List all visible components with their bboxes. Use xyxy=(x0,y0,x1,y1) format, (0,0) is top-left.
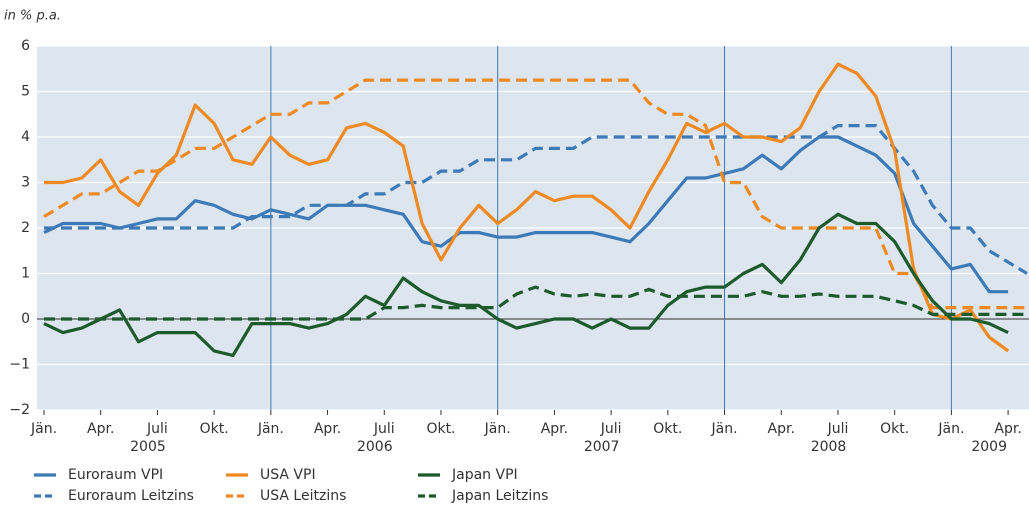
y-tick-label: 5 xyxy=(21,84,30,100)
y-tick-label: 0 xyxy=(21,311,30,327)
x-tick-label: Apr. xyxy=(314,421,341,437)
x-tick-label: Jän. xyxy=(257,421,284,437)
y-tick-label: −1 xyxy=(9,357,30,373)
x-tick-label: Apr. xyxy=(541,421,568,437)
x-tick-label: Juli xyxy=(827,421,849,437)
series-line xyxy=(44,62,1010,353)
y-tick-label: 3 xyxy=(21,175,30,191)
x-tick-label: Jän. xyxy=(711,421,738,437)
legend-label: USA VPI xyxy=(260,467,316,483)
legend-label: USA Leitzins xyxy=(260,488,346,504)
legend-label: Euroraum Leitzins xyxy=(68,488,194,504)
axis-unit: in % p.a. xyxy=(4,9,61,24)
series-line xyxy=(44,285,1027,321)
x-tick-label: Okt. xyxy=(426,421,455,437)
x-tick-label: Apr. xyxy=(994,421,1021,437)
x-tick-label: Okt. xyxy=(653,421,682,437)
series-line xyxy=(44,124,1028,275)
x-tick-label: Jän. xyxy=(937,421,964,437)
series-line xyxy=(43,135,1009,294)
year-label: 2006 xyxy=(357,439,393,455)
y-tick-label: 2 xyxy=(21,220,30,236)
legend-label: Japan Leitzins xyxy=(451,488,548,504)
year-label: 2009 xyxy=(971,439,1007,455)
series-line xyxy=(43,78,1027,310)
x-tick-label: Jän. xyxy=(484,421,511,437)
x-tick-label: Jän. xyxy=(30,421,57,437)
x-tick-label: Juli xyxy=(373,421,395,437)
year-label: 2005 xyxy=(130,439,166,455)
y-tick-label: 4 xyxy=(21,129,30,145)
y-tick-label: 6 xyxy=(21,38,30,54)
series-line xyxy=(43,212,1009,357)
legend-label: Japan VPI xyxy=(451,467,518,483)
x-tick-label: Juli xyxy=(146,421,168,437)
x-tick-label: Juli xyxy=(600,421,622,437)
x-tick-label: Apr. xyxy=(87,421,114,437)
y-tick-label: 1 xyxy=(21,266,30,282)
y-tick-label: −2 xyxy=(9,402,30,418)
year-label: 2007 xyxy=(584,439,620,455)
year-label: 2008 xyxy=(811,439,847,455)
x-tick-label: Okt. xyxy=(200,421,229,437)
x-tick-label: Okt. xyxy=(880,421,909,437)
legend-label: Euroraum VPI xyxy=(68,467,163,483)
x-tick-label: Apr. xyxy=(768,421,795,437)
